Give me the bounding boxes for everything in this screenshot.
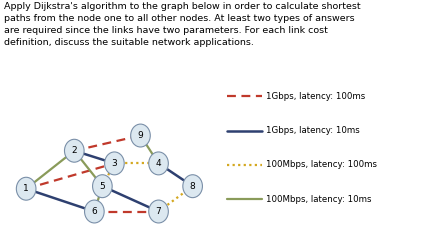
Text: 100Mbps, latency: 10ms: 100Mbps, latency: 10ms xyxy=(265,195,371,204)
Text: 1Gbps, latency: 100ms: 1Gbps, latency: 100ms xyxy=(265,92,365,101)
Text: 9: 9 xyxy=(138,131,143,140)
Ellipse shape xyxy=(16,177,36,200)
Ellipse shape xyxy=(65,139,84,162)
Text: 1Gbps, latency: 10ms: 1Gbps, latency: 10ms xyxy=(265,126,359,135)
Ellipse shape xyxy=(84,200,104,223)
Text: 3: 3 xyxy=(112,159,117,168)
Ellipse shape xyxy=(149,152,168,175)
Text: Apply Dijkstra's algorithm to the graph below in order to calculate shortest
pat: Apply Dijkstra's algorithm to the graph … xyxy=(4,2,361,47)
Ellipse shape xyxy=(93,175,112,198)
Text: 7: 7 xyxy=(155,207,162,216)
Text: 100Mbps, latency: 100ms: 100Mbps, latency: 100ms xyxy=(265,160,377,169)
Text: 6: 6 xyxy=(91,207,97,216)
Ellipse shape xyxy=(131,124,150,147)
Text: 5: 5 xyxy=(100,182,105,191)
Ellipse shape xyxy=(183,175,203,198)
Text: 8: 8 xyxy=(190,182,196,191)
Ellipse shape xyxy=(149,200,168,223)
Text: 1: 1 xyxy=(23,184,29,193)
Text: 4: 4 xyxy=(156,159,162,168)
Ellipse shape xyxy=(105,152,124,175)
Text: 2: 2 xyxy=(71,146,77,155)
